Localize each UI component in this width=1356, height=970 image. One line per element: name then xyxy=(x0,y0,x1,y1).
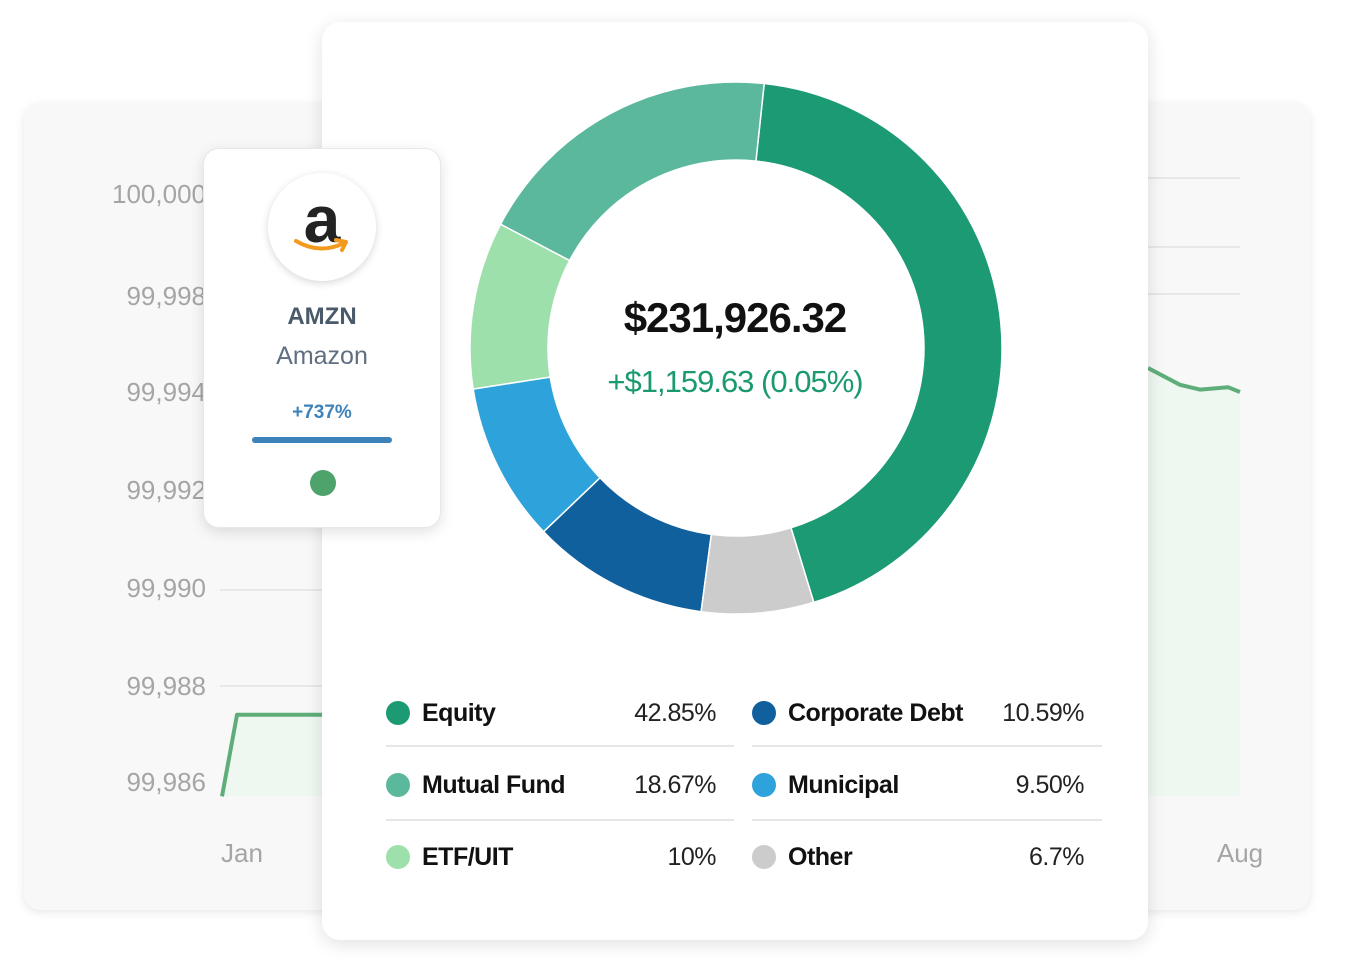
allocation-card: $231,926.32 +$1,159.63 (0.05%) Equity 42… xyxy=(322,22,1148,940)
legend-value: 18.67% xyxy=(634,770,716,799)
stock-progress-bar xyxy=(252,437,392,443)
legend-label: Mutual Fund xyxy=(422,770,566,799)
legend-label: ETF/UIT xyxy=(422,842,513,871)
legend-value: 10% xyxy=(667,842,716,871)
line-series xyxy=(1147,366,1241,394)
stock-ticker: AMZN xyxy=(287,303,357,330)
legend-dot xyxy=(752,845,776,869)
legend-value: 6.7% xyxy=(1029,842,1084,871)
y-axis-tick-label: 99,986 xyxy=(126,767,206,797)
legend-dot xyxy=(752,701,776,725)
legend-item-municipal[interactable]: Municipal 9.50% xyxy=(752,768,1085,802)
y-axis-tick-label: 99,992 xyxy=(126,475,206,505)
legend-label: Equity xyxy=(422,698,496,727)
legend-label: Other xyxy=(788,842,853,871)
legend-item-equity[interactable]: Equity 42.85% xyxy=(386,696,716,730)
amazon-logo: a xyxy=(268,173,376,281)
line-area-fill xyxy=(1148,368,1240,796)
x-axis-tick-label: Aug xyxy=(1217,838,1263,868)
legend-item-mutual-fund[interactable]: Mutual Fund 18.67% xyxy=(386,768,716,802)
portfolio-change-value: +$1,159.63 (0.05%) xyxy=(607,364,863,399)
legend-divider xyxy=(386,745,734,747)
y-axis-tick-label: 99,994 xyxy=(126,377,206,407)
stock-progress-fill xyxy=(252,437,392,443)
allocation-donut-chart xyxy=(469,81,1003,615)
donut-slice-mutual-fund[interactable] xyxy=(499,81,766,262)
y-axis-tick-label: 100,000 xyxy=(112,179,206,209)
legend-dot xyxy=(752,773,776,797)
legend-item-other[interactable]: Other 6.7% xyxy=(752,840,1084,874)
legend-dot xyxy=(386,845,410,869)
legend-value: 10.59% xyxy=(1002,698,1084,727)
donut-slice-other[interactable] xyxy=(700,526,815,615)
line-series xyxy=(220,712,322,797)
donut-slice-equity[interactable] xyxy=(755,82,1003,604)
y-axis-tick-label: 99,998 xyxy=(126,281,206,311)
x-axis-tick-label: Jan xyxy=(221,838,263,868)
legend-item-etf-uit[interactable]: ETF/UIT 10% xyxy=(386,840,716,874)
amazon-smile-icon xyxy=(294,238,348,252)
legend-label: Corporate Debt xyxy=(788,698,963,727)
legend-dot xyxy=(386,701,410,725)
y-axis-tick-label: 99,990 xyxy=(126,573,206,603)
legend-divider xyxy=(752,745,1102,747)
stock-company-name: Amazon xyxy=(276,342,368,370)
stock-status-dot xyxy=(310,470,336,496)
stock-change-percent: +737% xyxy=(292,402,352,423)
line-area-fill xyxy=(222,714,322,797)
legend-divider xyxy=(386,819,734,821)
logo-letter: a xyxy=(303,182,341,256)
legend-value: 9.50% xyxy=(1015,770,1085,799)
legend-dot xyxy=(386,773,410,797)
legend-item-corporate-debt[interactable]: Corporate Debt 10.59% xyxy=(752,696,1084,730)
legend-divider xyxy=(752,819,1102,821)
y-axis-tick-label: 99,988 xyxy=(126,671,206,701)
legend-value: 42.85% xyxy=(634,698,716,727)
portfolio-total-value: $231,926.32 xyxy=(623,294,848,341)
stock-card[interactable]: a AMZN Amazon +737% xyxy=(203,148,441,528)
legend-label: Municipal xyxy=(788,770,899,799)
